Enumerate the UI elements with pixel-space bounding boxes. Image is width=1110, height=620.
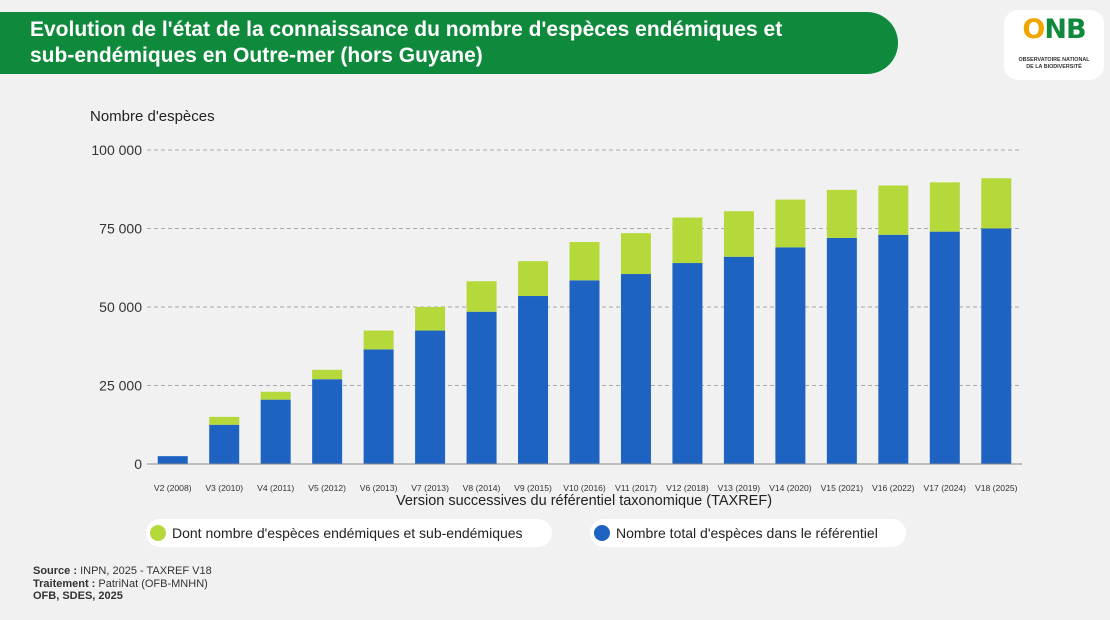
bar-total	[775, 247, 806, 464]
x-tick-label: V17 (2024)	[924, 483, 967, 493]
x-tick-label: V18 (2025)	[975, 483, 1018, 493]
footer-source-value: INPN, 2025 - TAXREF V18	[77, 565, 212, 577]
bar-total	[363, 349, 394, 464]
bar-endemic	[723, 211, 754, 257]
bar-total	[260, 399, 291, 464]
x-tick-label: V3 (2010)	[205, 483, 243, 493]
bar-endemic	[620, 233, 651, 275]
y-tick-label: 25 000	[99, 378, 142, 394]
onb-logo: ONB OBSERVATOIRE NATIONAL DE LA BIODIVER…	[1004, 10, 1104, 80]
bar-endemic	[363, 330, 394, 350]
x-tick-label: V2 (2008)	[154, 483, 192, 493]
x-tick-label: V6 (2013)	[360, 483, 398, 493]
bar-total	[518, 296, 549, 464]
bar-endemic	[826, 189, 857, 238]
x-tick-label: V10 (2016)	[563, 483, 606, 493]
x-axis-label: Version successives du référentiel taxon…	[396, 493, 772, 509]
y-axis-label: Nombre d'espèces	[90, 108, 215, 125]
footer-source: Source : INPN, 2025 - TAXREF V18	[33, 565, 212, 578]
bar-total	[569, 280, 600, 464]
bar-total	[878, 234, 909, 464]
y-tick-label: 50 000	[99, 299, 142, 315]
legend-item-total[interactable]: Nombre total d'espèces dans le référenti…	[590, 519, 906, 547]
bar-total	[466, 311, 497, 464]
chart-title-line2: sub-endémiques en Outre-mer (hors Guyane…	[30, 44, 483, 67]
chart-title: Evolution de l'état de la connaissance d…	[30, 17, 880, 69]
bar-endemic	[260, 391, 291, 400]
bar-total	[312, 379, 343, 464]
bar-endemic	[929, 182, 960, 232]
x-tick-label: V13 (2019)	[718, 483, 761, 493]
title-banner: Evolution de l'état de la connaissance d…	[0, 12, 898, 74]
bar-endemic	[312, 369, 343, 380]
x-tick-label: V9 (2015)	[514, 483, 552, 493]
bar-endemic	[672, 217, 703, 264]
bar-total	[672, 263, 703, 464]
bar-total	[620, 274, 651, 464]
y-tick-label: 75 000	[99, 221, 142, 237]
bar-endemic	[466, 281, 497, 312]
bar-endemic	[415, 307, 446, 331]
logo-mark-o: O	[1022, 14, 1045, 45]
logo-mark: ONB	[1004, 14, 1104, 45]
footer-treatment-value: PatriNat (OFB-MNHN)	[95, 577, 208, 590]
legend-item-endemic[interactable]: Dont nombre d'espèces endémiques et sub-…	[146, 519, 552, 547]
bar-total	[723, 256, 754, 464]
legend-label-endemic: Dont nombre d'espèces endémiques et sub-…	[172, 525, 523, 541]
bar-total	[209, 424, 240, 464]
x-tick-label: V5 (2012)	[308, 483, 346, 493]
x-tick-label: V11 (2017)	[615, 483, 657, 493]
footer-notes: Source : INPN, 2025 - TAXREF V18 Traitem…	[33, 565, 212, 603]
bar-endemic	[878, 185, 909, 235]
bar-total	[929, 231, 960, 464]
bar-endemic	[518, 261, 549, 297]
bar-total	[826, 237, 857, 464]
logo-subtitle-line1: OBSERVATOIRE NATIONAL	[1018, 57, 1090, 63]
legend-swatch-endemic	[150, 525, 166, 541]
logo-subtitle: OBSERVATOIRE NATIONAL DE LA BIODIVERSITÉ	[1004, 57, 1104, 71]
bar-endemic	[569, 242, 600, 281]
bar-total	[157, 456, 188, 464]
bar-endemic	[981, 178, 1012, 229]
bar-total	[981, 228, 1012, 464]
bar-endemic	[775, 199, 806, 248]
x-tick-label: V15 (2021)	[821, 483, 864, 493]
x-tick-label: V7 (2013)	[411, 483, 449, 493]
x-tick-label: V12 (2018)	[666, 483, 709, 493]
x-tick-label: V4 (2011)	[257, 483, 294, 493]
y-tick-label: 100 000	[91, 142, 142, 158]
logo-subtitle-line2: DE LA BIODIVERSITÉ	[1026, 64, 1082, 70]
footer-credit-text: OFB, SDES, 2025	[33, 590, 123, 602]
logo-mark-nb: NB	[1044, 14, 1086, 45]
legend-swatch-total	[594, 525, 610, 541]
bar-endemic	[209, 416, 240, 425]
y-tick-label: 0	[134, 456, 142, 472]
chart-title-line1: Evolution de l'état de la connaissance d…	[30, 18, 783, 41]
x-tick-label: V16 (2022)	[872, 483, 915, 493]
footer-treatment: Traitement : PatriNat (OFB-MNHN)	[33, 578, 212, 591]
footer-credit: OFB, SDES, 2025	[33, 590, 212, 603]
bar-total	[415, 330, 446, 464]
footer-source-label: Source :	[33, 565, 78, 577]
x-tick-label: V14 (2020)	[769, 483, 812, 493]
legend-label-total: Nombre total d'espèces dans le référenti…	[616, 525, 878, 541]
x-tick-label: V8 (2014)	[463, 483, 501, 493]
footer-treatment-label: Traitement :	[33, 577, 96, 590]
